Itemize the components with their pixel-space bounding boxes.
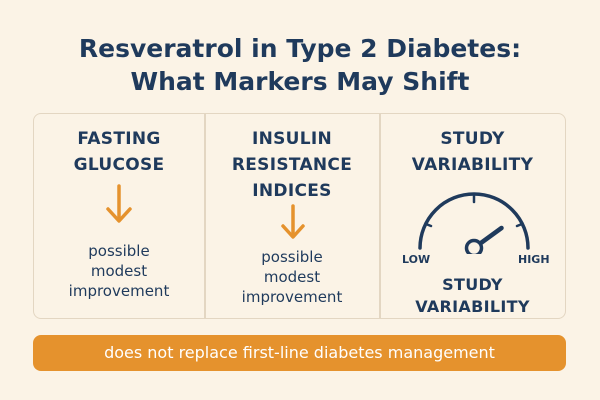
study-variability-heading-line-1: STUDY [440, 129, 505, 149]
title-line-2: What Markers May Shift [130, 67, 470, 96]
title-line-1: Resveratrol in Type 2 Diabetes: [78, 34, 522, 63]
fasting-glucose-heading-line-1: FASTING [77, 129, 161, 149]
study-variability-heading-line-2: VARIABILITY [411, 155, 534, 175]
fasting-glucose-note-line-2: modest [90, 262, 148, 280]
study-variability-column: STUDY VARIABILITY LOW HIGH STUDY VARIABI… [380, 114, 565, 318]
gauge-hub [464, 238, 484, 254]
insulin-resistance-note-line-1: possible [261, 248, 323, 266]
insulin-resistance-heading-line-1: INSULIN [251, 129, 333, 149]
insulin-resistance-note-line-3: improvement [241, 288, 343, 306]
fasting-glucose-column: FASTING GLUCOSE possible modest improvem… [34, 114, 204, 318]
fasting-glucose-note-line-1: possible [88, 242, 150, 260]
insulin-resistance-column: INSULIN RESISTANCE INDICES possible mode… [205, 114, 379, 318]
column-divider [379, 114, 381, 318]
fasting-glucose-heading-line-2: GLUCOSE [73, 155, 165, 175]
gauge-high-label: HIGH [518, 253, 550, 266]
gauge-low-label: LOW [402, 253, 431, 266]
page-title: Resveratrol in Type 2 Diabetes: What Mar… [0, 32, 600, 98]
column-divider [204, 114, 206, 318]
markers-panel: FASTING GLUCOSE possible modest improvem… [33, 113, 566, 319]
study-variability-caption-line-2: VARIABILITY [415, 297, 530, 316]
disclaimer-banner: does not replace first-line diabetes man… [33, 335, 566, 371]
study-variability-caption-line-1: STUDY [442, 275, 503, 294]
gauge-icon [418, 192, 530, 254]
insulin-resistance-heading-line-3: INDICES [252, 181, 332, 201]
arrow-down-icon [106, 184, 132, 223]
fasting-glucose-note-line-3: improvement [68, 282, 170, 300]
insulin-resistance-heading-line-2: RESISTANCE [231, 155, 353, 175]
arrow-down-icon [281, 204, 305, 239]
insulin-resistance-note-line-2: modest [263, 268, 321, 286]
